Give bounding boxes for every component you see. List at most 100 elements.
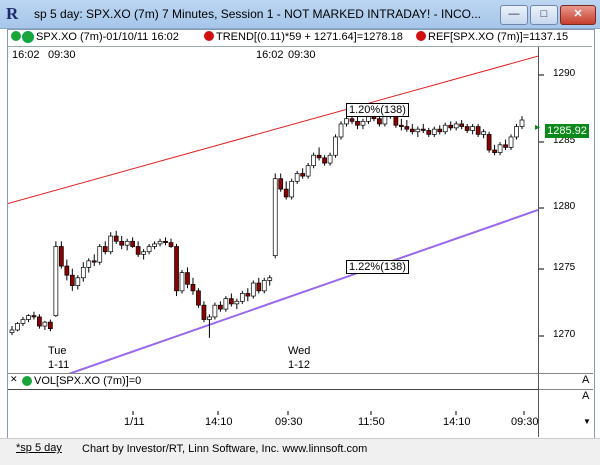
price-scale[interactable]: 1290 1285 1280 1275 1270 1285.92 ▸	[535, 47, 593, 373]
day-label: Tue	[48, 345, 67, 357]
candle	[475, 123, 481, 137]
candle	[223, 296, 229, 312]
symbol-legend[interactable]: SPX.XO (7m)-01/10/11 16:02	[36, 31, 179, 43]
candle	[157, 238, 163, 247]
last-price-arrow-icon: ▸	[535, 122, 541, 133]
upper-trendline[interactable]	[7, 55, 539, 204]
time-tick: 14:10	[205, 416, 233, 428]
candle	[300, 168, 305, 179]
close-icon[interactable]: ✕	[10, 374, 18, 384]
candle	[234, 298, 240, 310]
price-tick: 1270	[553, 329, 576, 340]
tab-sp-5-day[interactable]: *sp 5 day	[16, 442, 62, 454]
close-button[interactable]: ✕	[560, 5, 596, 25]
candle	[442, 122, 448, 135]
candle	[267, 275, 273, 286]
candle	[404, 120, 410, 132]
price-plot[interactable]: 16:02 09:30 16:02 09:30 1.20%(138) 1.22%…	[7, 47, 539, 397]
candle	[69, 268, 75, 291]
time-marker: 16:02	[256, 49, 284, 61]
lower-channel-label: 1.22%(138)	[346, 260, 409, 274]
candle	[338, 121, 344, 140]
candle	[437, 125, 443, 135]
candle	[97, 243, 103, 265]
candle	[289, 178, 295, 200]
candle	[64, 259, 70, 281]
candle	[37, 314, 42, 329]
candle	[322, 155, 327, 166]
candle	[91, 254, 97, 267]
chart-frame	[7, 29, 595, 439]
price-chart-svg[interactable]	[7, 47, 539, 397]
candle	[305, 163, 311, 179]
candle	[492, 144, 497, 156]
candle	[119, 236, 125, 250]
candle	[344, 116, 349, 127]
trend-legend[interactable]: TREND[(0.11)*59 + 1271.64]=1278.18	[216, 31, 403, 43]
ref-legend[interactable]: REF[SPX.XO (7m)]=1137.15	[428, 31, 569, 43]
date-label: 1-12	[288, 359, 311, 371]
autoscale-toggle[interactable]: A	[582, 374, 590, 386]
candle	[113, 230, 119, 244]
candle	[426, 127, 432, 137]
candle	[250, 280, 256, 299]
candle	[201, 301, 207, 323]
autoscale-toggle[interactable]: A	[582, 390, 590, 402]
candle	[415, 126, 421, 137]
date-label: 1-11	[48, 359, 70, 371]
time-tick: 09:30	[275, 416, 303, 428]
lower-trendline[interactable]	[7, 209, 539, 397]
candle	[399, 118, 404, 131]
candle	[15, 322, 20, 332]
time-marker: 09:30	[48, 49, 76, 61]
candle	[333, 134, 338, 158]
toggle-dot-icon[interactable]	[22, 31, 34, 43]
time-marker: 09:30	[288, 49, 316, 61]
trend-dot-icon[interactable]	[204, 31, 214, 41]
tab-bar: *sp 5 day Chart by Investor/RT, Linn Sof…	[0, 438, 600, 465]
time-marker: 16:02	[12, 49, 40, 61]
chevron-down-icon[interactable]: ▼	[583, 417, 591, 426]
chart-header: SPX.XO (7m)-01/10/11 16:02 TREND[(0.11)*…	[8, 30, 592, 47]
candle	[470, 123, 475, 135]
candle	[48, 319, 53, 332]
candle	[108, 232, 114, 255]
price-tick: 1290	[553, 68, 576, 79]
price-scale-ticks	[539, 74, 544, 337]
price-tick: 1275	[553, 262, 576, 273]
candle	[519, 116, 525, 130]
candle	[245, 288, 251, 302]
candle	[75, 275, 81, 290]
volume-legend[interactable]: VOL[SPX.XO (7m)]=0	[34, 375, 142, 387]
minimize-button[interactable]: —	[500, 5, 528, 25]
candle	[272, 173, 278, 259]
time-axis[interactable]: 1/11 14:10 09:30 11:50 14:10 09:30	[8, 389, 539, 437]
candle	[459, 120, 465, 130]
candle	[42, 320, 48, 330]
candle	[218, 301, 223, 312]
candle	[31, 311, 37, 320]
candle	[355, 116, 360, 130]
candle	[229, 293, 234, 307]
volume-scale: A	[538, 373, 593, 390]
volume-dot-icon[interactable]	[22, 376, 32, 386]
time-tick: 09:30	[511, 416, 539, 428]
candle	[431, 126, 437, 137]
candle	[327, 152, 333, 166]
maximize-button[interactable]: □	[530, 5, 558, 25]
candle	[486, 131, 492, 153]
time-tick: 1/11	[124, 416, 145, 428]
upper-channel-label: 1.20%(138)	[346, 103, 409, 117]
candle	[503, 139, 508, 151]
green-dot-icon[interactable]	[11, 31, 21, 41]
candle	[168, 238, 174, 248]
candle	[294, 170, 300, 184]
candle	[196, 288, 201, 308]
candle	[261, 277, 267, 294]
ref-dot-icon[interactable]	[416, 31, 426, 41]
candle	[190, 277, 196, 295]
candle	[146, 243, 152, 255]
window-titlebar[interactable]: R sp 5 day: SPX.XO (7m) 7 Minutes, Sessi…	[0, 0, 600, 29]
candle	[185, 267, 190, 289]
candle	[102, 241, 108, 255]
